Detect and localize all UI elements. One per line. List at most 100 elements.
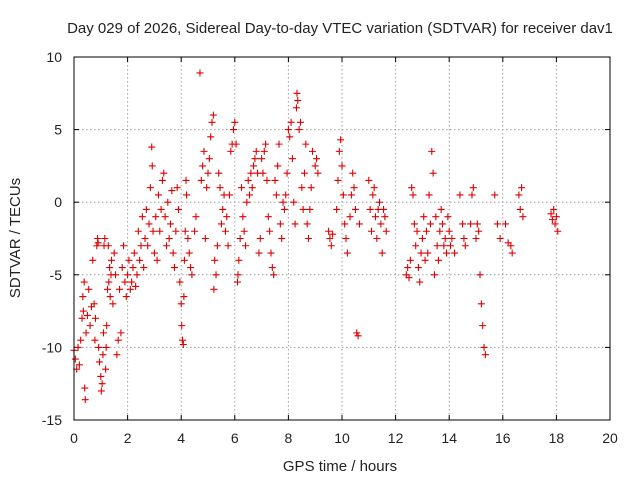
- plot-frame: [73, 56, 611, 421]
- data-point: [255, 249, 263, 257]
- data-point: [125, 256, 133, 264]
- data-point: [416, 278, 424, 286]
- data-point: [496, 235, 504, 242]
- data-point: [369, 191, 377, 199]
- data-point: [440, 242, 448, 250]
- data-point: [97, 387, 105, 395]
- data-point: [80, 278, 88, 286]
- data-point: [183, 191, 191, 199]
- x-tick-label: 12: [388, 430, 404, 446]
- data-point: [109, 300, 117, 308]
- data-point: [300, 169, 308, 177]
- data-point: [256, 235, 264, 242]
- data-point: [339, 191, 347, 199]
- data-point: [118, 264, 126, 272]
- data-point: [417, 249, 425, 257]
- data-point: [153, 256, 161, 264]
- data-point: [211, 256, 219, 264]
- data-point: [164, 198, 172, 206]
- data-point: [493, 220, 501, 228]
- data-point: [382, 227, 390, 235]
- data-point: [424, 249, 432, 257]
- data-point: [196, 69, 204, 77]
- data-point: [516, 205, 524, 213]
- data-point: [212, 271, 220, 279]
- data-point: [157, 205, 165, 213]
- data-point: [215, 169, 223, 177]
- data-point: [79, 307, 87, 315]
- data-point: [461, 242, 469, 250]
- data-point: [477, 300, 485, 308]
- data-point: [104, 242, 112, 250]
- data-point: [223, 213, 231, 221]
- data-point: [106, 293, 114, 301]
- y-axis-title: SDTVAR / TECUs: [7, 178, 24, 298]
- data-point: [432, 213, 440, 221]
- data-point: [242, 242, 250, 250]
- data-point: [152, 213, 160, 221]
- data-point: [240, 227, 248, 235]
- data-point: [426, 220, 434, 228]
- x-axis-ticks: 0 2 4 6 8 10 12 14 16 18 20: [70, 57, 618, 446]
- data-point: [508, 249, 516, 257]
- data-point: [298, 184, 306, 192]
- data-point: [208, 118, 216, 126]
- x-tick-label: 8: [285, 430, 293, 446]
- data-point: [90, 300, 98, 308]
- data-point: [81, 396, 89, 404]
- data-point: [327, 242, 335, 250]
- data-point: [114, 336, 122, 344]
- data-point: [337, 136, 345, 144]
- data-point: [121, 278, 129, 286]
- data-point: [410, 220, 418, 228]
- data-point: [346, 213, 354, 221]
- data-point: [134, 227, 142, 235]
- data-point: [290, 198, 298, 206]
- data-point: [518, 184, 526, 192]
- data-point: [239, 213, 247, 221]
- data-point: [414, 264, 422, 272]
- data-point: [288, 155, 296, 163]
- data-point: [99, 329, 107, 337]
- data-point: [378, 249, 386, 257]
- data-point: [91, 314, 99, 322]
- data-point: [137, 242, 145, 250]
- data-point: [165, 235, 173, 242]
- data-point: [128, 278, 136, 286]
- data-point: [472, 235, 480, 242]
- data-point: [263, 176, 271, 184]
- data-point: [469, 184, 477, 192]
- data-point: [258, 155, 266, 163]
- data-point: [178, 322, 186, 330]
- data-point: [491, 191, 499, 199]
- data-point: [475, 227, 483, 235]
- data-point: [81, 384, 89, 392]
- data-point: [370, 184, 378, 192]
- data-point: [299, 205, 307, 213]
- data-point: [460, 235, 468, 242]
- data-point: [554, 227, 562, 235]
- data-point: [436, 227, 444, 235]
- data-point: [168, 187, 176, 195]
- data-point: [122, 293, 130, 301]
- data-point: [225, 191, 233, 199]
- data-point: [247, 169, 255, 177]
- x-tick-label: 18: [549, 430, 565, 446]
- data-point: [295, 126, 303, 134]
- data-point: [108, 256, 116, 264]
- data-point: [216, 184, 224, 192]
- data-point: [150, 249, 158, 257]
- x-tick-label: 0: [70, 430, 78, 446]
- data-point: [306, 205, 314, 213]
- data-point: [251, 155, 259, 163]
- data-point: [102, 343, 110, 351]
- data-point: [313, 155, 321, 163]
- data-point: [286, 133, 294, 141]
- data-point: [434, 256, 442, 264]
- data-point: [259, 169, 267, 177]
- data-point: [333, 205, 341, 213]
- data-point: [172, 227, 180, 235]
- data-point: [353, 329, 361, 337]
- data-point: [116, 285, 124, 293]
- data-point: [176, 278, 184, 286]
